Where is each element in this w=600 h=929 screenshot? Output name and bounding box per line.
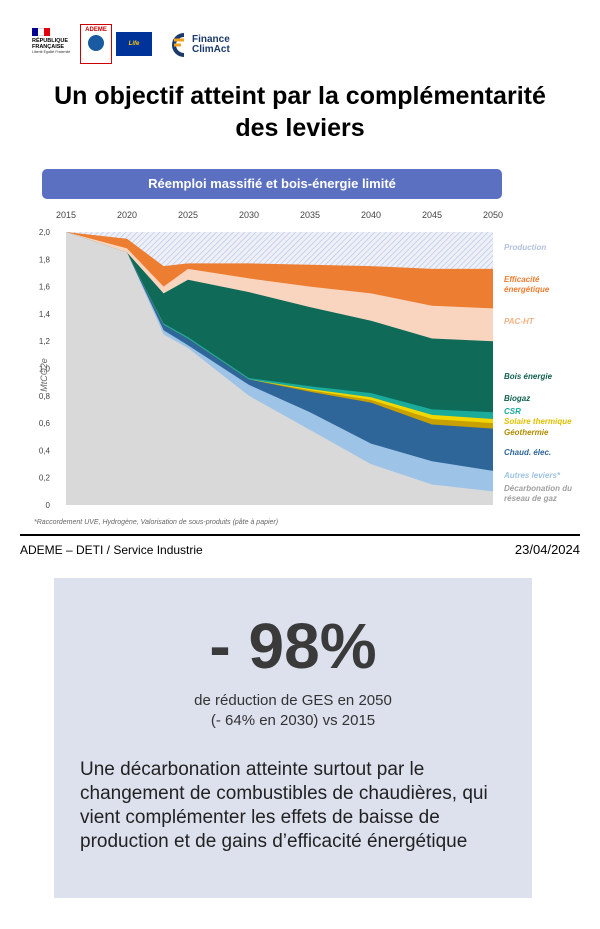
highlight-subtitle-1: de réduction de GES en 2050 <box>194 692 392 709</box>
finance-climact-logo: Finance ClimAct <box>166 30 230 60</box>
page-title: Un objectif atteint par la complémentari… <box>0 80 600 144</box>
fca-line1: Finance <box>192 34 230 45</box>
y-tick-label: 0,2 <box>39 474 51 483</box>
highlight-subtitle-2: (- 64% en 2030) vs 2015 <box>210 712 376 729</box>
y-tick-label: 1,4 <box>39 310 51 319</box>
footer-source: ADEME – DETI / Service Industrie <box>20 543 203 557</box>
y-tick-label: 1,6 <box>39 283 51 292</box>
legend-entry: Décarbonation du réseau de gaz <box>504 484 572 503</box>
french-flag-icon <box>32 28 50 36</box>
y-tick-label: 0,8 <box>39 392 51 401</box>
eu-life-logo: Life <box>116 32 152 56</box>
y-tick-label: 1,8 <box>39 255 51 264</box>
y-tick-label: 0,6 <box>39 419 51 428</box>
y-tick-label: 2,0 <box>39 228 51 237</box>
highlight-box: - 98% de réduction de GES en 2050 (- 64%… <box>54 578 532 898</box>
big-percentage: - 98% <box>209 610 377 682</box>
ademe-logo: ADEME <box>80 24 112 64</box>
legend-entry: Solaire thermique <box>504 417 572 426</box>
legend-entry: Efficacité énergétique <box>504 275 550 294</box>
legend-entry: CSR <box>504 407 521 416</box>
chart-container: 2015 2020 2025 2030 2035 2040 2045 2050 2,0 1,8 1… <box>28 160 583 530</box>
finance-climact-text: Finance ClimAct <box>188 35 230 55</box>
x-tick-label: 2025 <box>178 210 198 220</box>
rf-line1: RÉPUBLIQUE <box>32 38 69 44</box>
fca-line2: ClimAct <box>192 44 230 55</box>
ademe-label: ADEME <box>85 27 107 33</box>
legend-entry: PAC-HT <box>504 317 535 326</box>
x-tick-label: 2020 <box>117 210 137 220</box>
globe-icon <box>88 35 104 51</box>
legend-entry: Bois énergie <box>504 372 553 381</box>
finance-climact-mark-icon <box>166 32 188 58</box>
eu-label: Life <box>128 41 140 47</box>
x-tick-label: 2045 <box>422 210 442 220</box>
y-tick-label: 1,2 <box>39 337 51 346</box>
highlight-paragraph: Une décarbonation atteinte surtout par l… <box>80 759 488 852</box>
x-tick-label: 2015 <box>56 210 76 220</box>
x-tick-label: 2035 <box>300 210 320 220</box>
rf-line2: FRANÇAISE <box>32 44 65 50</box>
y-tick-label: 0,4 <box>39 446 51 455</box>
page-title-line1: Un objectif atteint par la complémentari… <box>54 82 546 110</box>
y-tick-label: 0 <box>46 501 51 510</box>
legend-entry: Géothermie <box>504 428 549 437</box>
legend-entry: Biogaz <box>504 394 530 403</box>
area-d-carbonation-du-r-seau-de-gaz <box>66 232 493 505</box>
logo-strip: RÉPUBLIQUE FRANÇAISE Liberté Égalité Fra… <box>32 24 292 64</box>
rf-motto: Liberté Égalité Fraternité <box>32 50 71 54</box>
y-tick-label: 1,0 <box>39 365 51 374</box>
page-title-line2: des leviers <box>235 114 365 142</box>
footer-date: 23/04/2024 <box>514 542 580 557</box>
x-tick-label: 2050 <box>483 210 503 220</box>
x-tick-label: 2030 <box>239 210 259 220</box>
x-tick-label: 2040 <box>361 210 381 220</box>
chart-ylabel: MtCO2e <box>39 358 49 392</box>
footer-divider <box>20 534 580 536</box>
legend-entry: Production <box>504 243 546 252</box>
scenario-banner: Réemploi massifié et bois-énergie limité <box>42 169 502 199</box>
decarbonation-area-chart: 2015 2020 2025 2030 2035 2040 2045 2050 2,0 1,8 1… <box>39 210 572 510</box>
legend-entry: Autres leviers* <box>503 471 561 480</box>
republique-francaise-logo: RÉPUBLIQUE FRANÇAISE Liberté Égalité Fra… <box>32 28 78 54</box>
legend-entry: Chaud. élec. <box>504 448 551 457</box>
chart-footnote: *Raccordement UVE, Hydrogène, Valorisati… <box>34 519 279 526</box>
